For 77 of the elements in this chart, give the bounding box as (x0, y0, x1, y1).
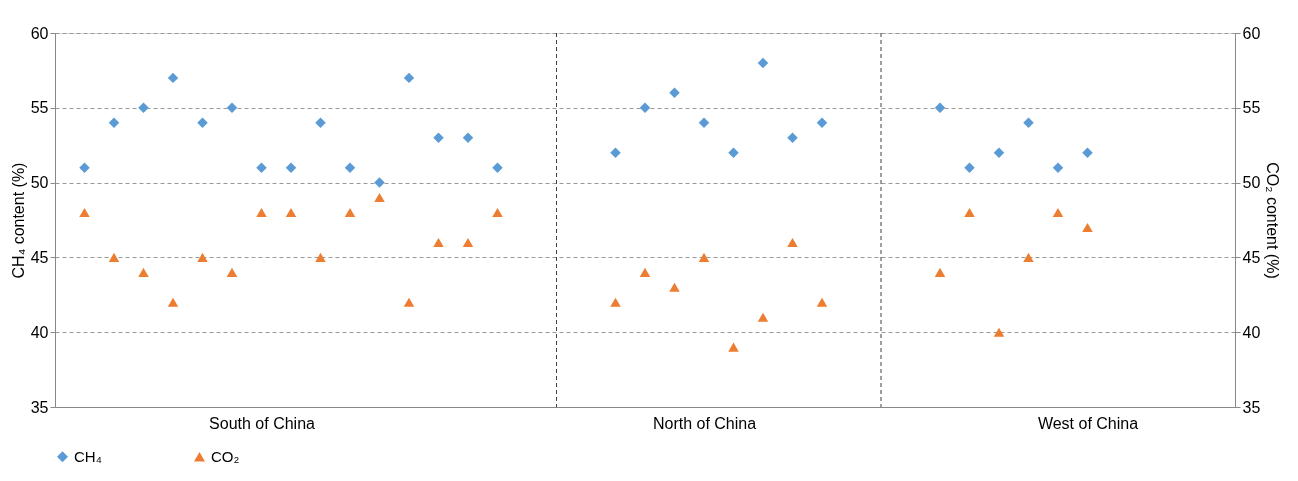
y-tick-label: 50 (30, 174, 49, 192)
y-tick-label: 35 (30, 398, 49, 416)
point (728, 147, 739, 158)
point (197, 252, 208, 262)
point (787, 132, 798, 143)
point (138, 102, 149, 114)
point (167, 72, 179, 84)
point (993, 327, 1005, 337)
point (787, 237, 798, 247)
point (1082, 222, 1093, 233)
point (433, 237, 444, 247)
point (108, 117, 120, 128)
point (1082, 147, 1093, 158)
point (964, 207, 975, 218)
point (1052, 207, 1064, 218)
point (344, 162, 356, 173)
point (993, 147, 1005, 158)
point (167, 297, 179, 307)
y2-tick-label: 35 (1242, 398, 1261, 416)
point (226, 267, 238, 277)
point (108, 252, 120, 262)
point (1023, 117, 1034, 128)
point (698, 117, 710, 128)
point (462, 132, 474, 143)
point (226, 102, 238, 114)
point (639, 267, 651, 277)
point (79, 162, 90, 173)
point (757, 312, 769, 322)
y-tick-label: 45 (30, 248, 49, 266)
y-tick-label: 60 (30, 24, 49, 42)
point (315, 117, 326, 128)
x-tick-label: South of China (209, 414, 316, 432)
y2-tick-label: 60 (1242, 24, 1261, 42)
point (698, 252, 710, 262)
point (934, 102, 946, 114)
point (374, 177, 385, 188)
point (492, 162, 503, 173)
point (344, 207, 356, 218)
point (816, 297, 828, 307)
y-tick-label: 55 (30, 99, 49, 117)
point (1023, 252, 1034, 262)
point (492, 207, 503, 218)
point (403, 72, 415, 84)
point (816, 117, 828, 128)
point (964, 162, 975, 173)
point (639, 102, 651, 114)
y-tick-label: 40 (30, 323, 49, 341)
point (374, 193, 385, 203)
point (79, 207, 90, 218)
x-tick-label: North of China (652, 414, 757, 432)
point (285, 207, 297, 218)
point (934, 267, 946, 277)
point (256, 162, 267, 173)
point (403, 297, 415, 307)
point (1052, 162, 1064, 173)
y2-tick-label: 40 (1242, 323, 1261, 341)
x-tick-label: West of China (1037, 414, 1139, 432)
point (610, 297, 621, 307)
y-axis-title: CH₄ content (%) (9, 162, 27, 279)
point (728, 342, 739, 352)
point (669, 87, 680, 99)
y2-tick-label: 55 (1242, 99, 1261, 117)
point (285, 162, 297, 173)
point (610, 147, 621, 158)
y2-axis-title: CO₂ content (%) (1264, 162, 1282, 279)
legend-label: CO₂ (211, 447, 240, 465)
point (256, 207, 267, 218)
legend-label: CH₄ (74, 447, 102, 465)
point (138, 267, 149, 277)
point (197, 117, 208, 128)
y2-tick-label: 50 (1242, 174, 1261, 192)
point (757, 57, 769, 69)
y2-tick-label: 45 (1242, 248, 1261, 266)
point (433, 132, 444, 143)
point (315, 252, 326, 262)
point (462, 237, 474, 247)
point (669, 282, 680, 292)
